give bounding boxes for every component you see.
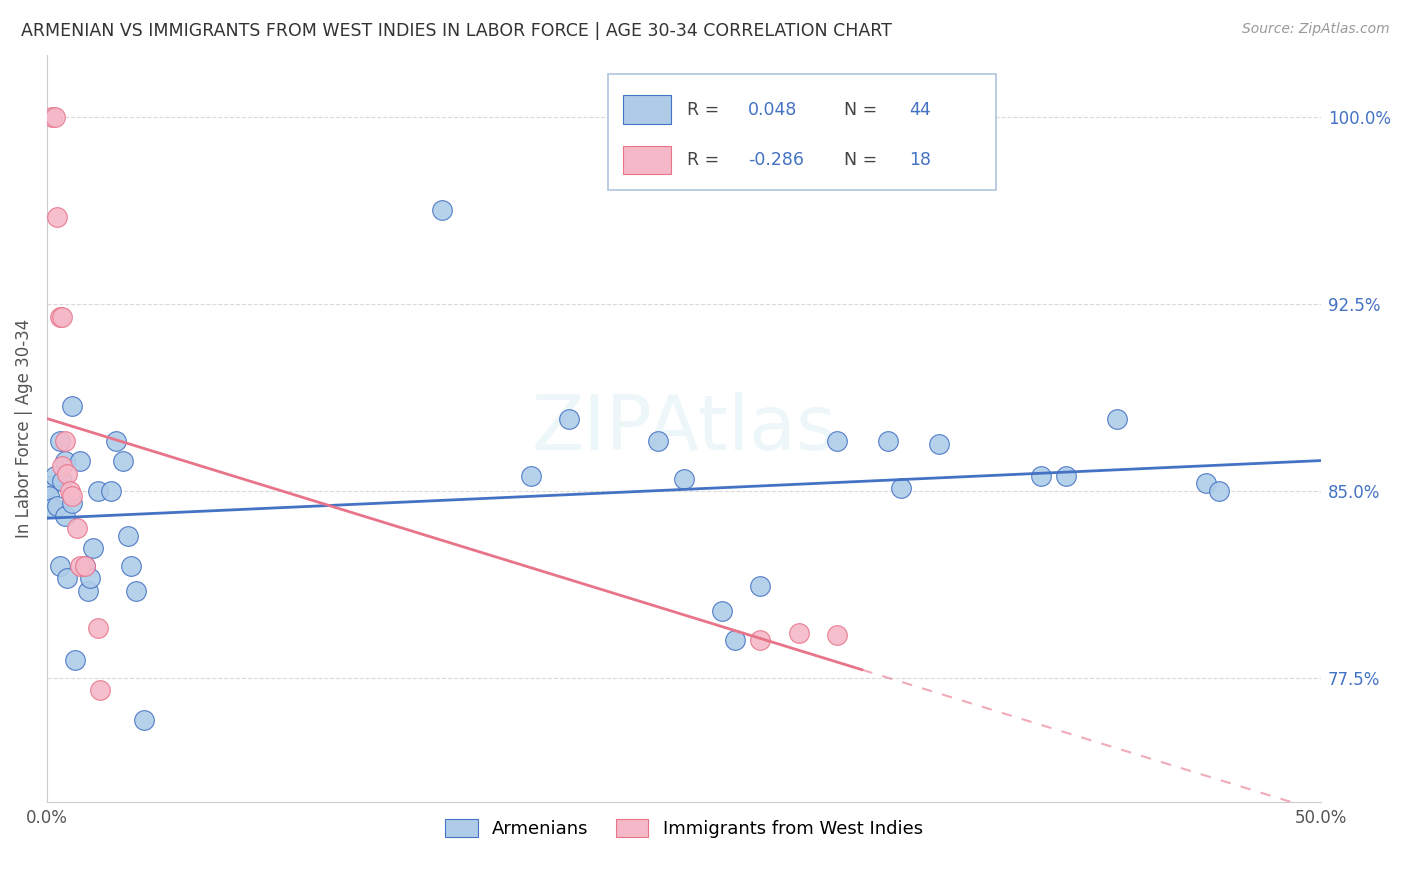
Point [1208, 483, 1230, 498]
Point [1029, 469, 1052, 483]
Point [41, 501, 63, 516]
FancyBboxPatch shape [623, 95, 671, 124]
Point [672, 471, 695, 485]
Point [51, 474, 73, 488]
Point [928, 436, 950, 450]
Point [41, 111, 63, 125]
Point [558, 411, 581, 425]
Point [825, 628, 848, 642]
Point [44, 111, 66, 125]
Text: -0.286: -0.286 [748, 151, 804, 169]
Point [48, 558, 70, 573]
Point [1107, 411, 1129, 425]
Text: R =: R = [686, 101, 724, 119]
Point [82, 541, 104, 556]
Point [75, 558, 97, 573]
Point [69, 558, 91, 573]
Point [89, 683, 111, 698]
Point [51, 310, 73, 324]
Point [69, 454, 91, 468]
Point [44, 469, 66, 483]
Point [60, 399, 83, 413]
Text: R =: R = [686, 151, 724, 169]
Y-axis label: In Labor Force | Age 30-34: In Labor Force | Age 30-34 [15, 319, 32, 539]
Point [711, 603, 734, 617]
Point [87, 483, 110, 498]
Point [125, 583, 148, 598]
Point [53, 508, 76, 523]
Point [79, 571, 101, 585]
Point [520, 469, 543, 483]
Point [38, 479, 60, 493]
Text: 0.048: 0.048 [748, 101, 797, 119]
Point [60, 489, 83, 503]
Point [53, 434, 76, 449]
Point [66, 521, 89, 535]
Point [104, 434, 127, 449]
Point [825, 434, 848, 449]
Point [749, 579, 772, 593]
Text: Source: ZipAtlas.com: Source: ZipAtlas.com [1241, 22, 1389, 37]
FancyBboxPatch shape [607, 74, 995, 190]
Point [59, 483, 82, 498]
Legend: Armenians, Immigrants from West Indies: Armenians, Immigrants from West Indies [437, 812, 929, 846]
Point [120, 558, 142, 573]
Text: ZIPAtlas: ZIPAtlas [531, 392, 837, 466]
Text: N =: N = [832, 151, 883, 169]
Point [63, 653, 86, 667]
Point [100, 483, 122, 498]
Point [46, 210, 69, 224]
Point [38, 489, 60, 503]
Point [890, 482, 912, 496]
Point [56, 467, 79, 481]
Point [787, 626, 810, 640]
Text: ARMENIAN VS IMMIGRANTS FROM WEST INDIES IN LABOR FORCE | AGE 30-34 CORRELATION C: ARMENIAN VS IMMIGRANTS FROM WEST INDIES … [21, 22, 891, 40]
Text: N =: N = [832, 101, 883, 119]
Point [117, 529, 139, 543]
Point [87, 621, 110, 635]
Point [876, 434, 898, 449]
Point [724, 633, 747, 648]
Point [112, 454, 135, 468]
Point [46, 499, 69, 513]
Point [48, 310, 70, 324]
Point [1195, 476, 1218, 491]
Point [56, 571, 79, 585]
Point [749, 633, 772, 648]
Point [60, 496, 83, 510]
Point [51, 458, 73, 473]
Point [53, 454, 76, 468]
Point [75, 558, 97, 573]
Point [76, 583, 98, 598]
Point [1054, 469, 1077, 483]
Text: 44: 44 [910, 101, 931, 119]
FancyBboxPatch shape [623, 145, 671, 174]
Point [430, 202, 453, 217]
Point [132, 713, 155, 727]
Point [647, 434, 669, 449]
Point [48, 434, 70, 449]
Text: 18: 18 [910, 151, 932, 169]
